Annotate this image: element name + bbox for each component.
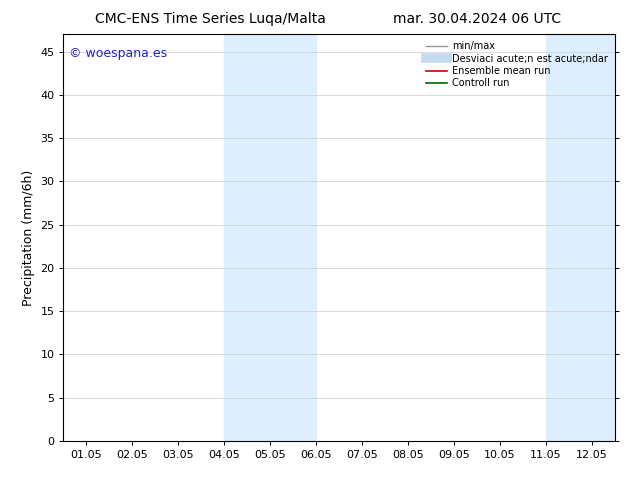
Text: © woespana.es: © woespana.es [69, 47, 167, 59]
Bar [546, 34, 634, 441]
Bar [224, 34, 316, 441]
Legend: min/max, Desviaci acute;n est acute;ndar, Ensemble mean run, Controll run: min/max, Desviaci acute;n est acute;ndar… [422, 37, 612, 92]
Text: mar. 30.04.2024 06 UTC: mar. 30.04.2024 06 UTC [393, 12, 561, 26]
Text: CMC-ENS Time Series Luqa/Malta: CMC-ENS Time Series Luqa/Malta [95, 12, 326, 26]
Y-axis label: Precipitation (mm/6h): Precipitation (mm/6h) [22, 170, 35, 306]
